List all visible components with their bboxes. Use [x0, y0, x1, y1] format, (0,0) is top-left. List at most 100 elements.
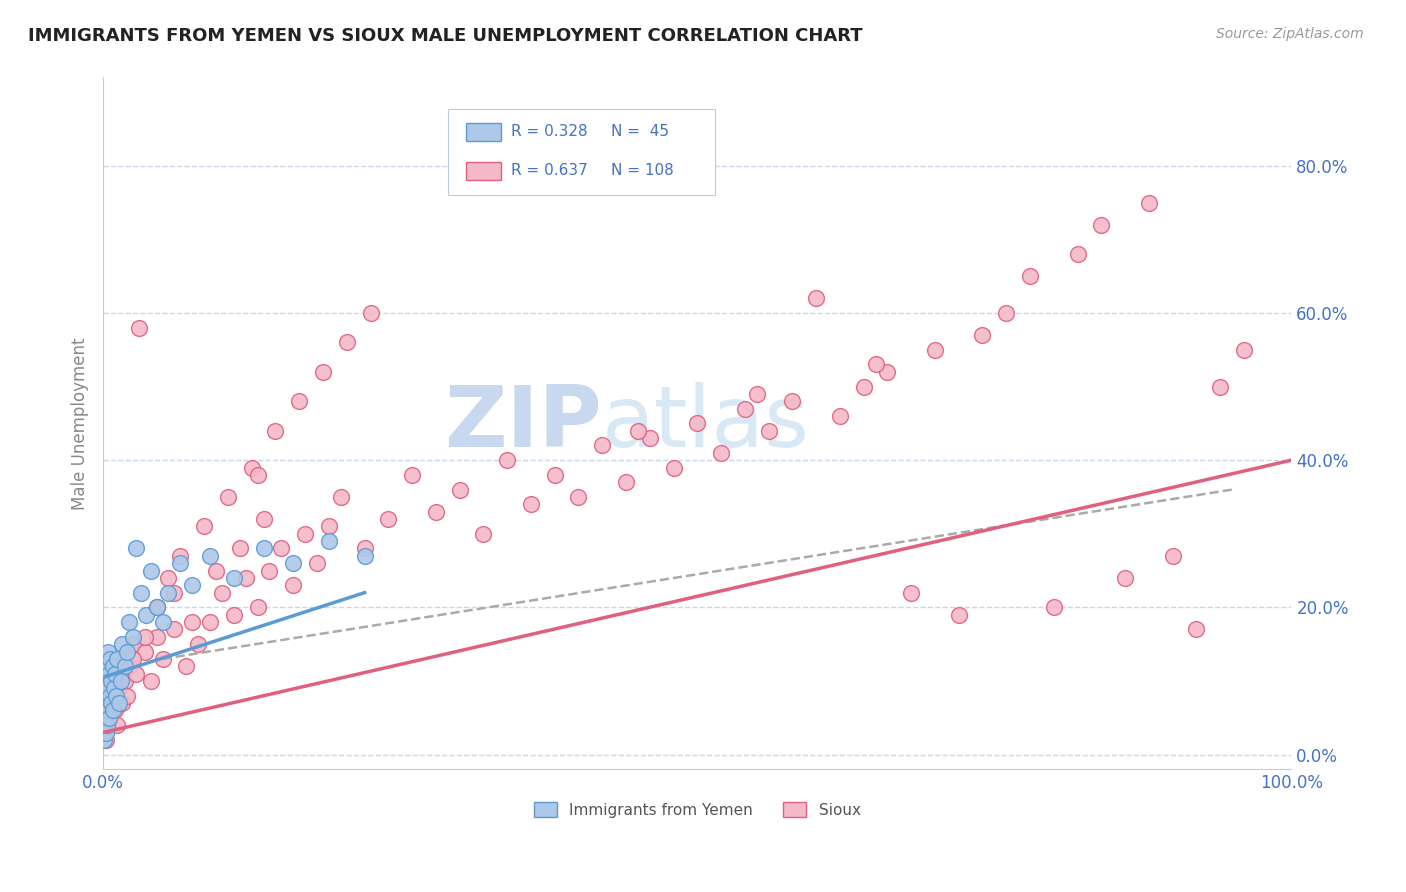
Point: [152, 615, 174, 629]
Point: [169, 556, 191, 570]
Point: [240, 460, 263, 475]
Point: [745, 387, 768, 401]
Point: [103, 673, 125, 688]
Point: [97, 703, 120, 717]
Point: [782, 394, 804, 409]
Point: [145, 600, 167, 615]
Point: [353, 549, 375, 563]
Point: [288, 394, 311, 409]
Point: [627, 424, 650, 438]
Point: [114, 673, 136, 688]
Point: [686, 417, 709, 431]
Point: [98, 703, 121, 717]
Point: [134, 644, 156, 658]
Point: [107, 696, 129, 710]
Legend: Immigrants from Yemen, Sioux: Immigrants from Yemen, Sioux: [527, 796, 866, 824]
Point: [157, 571, 180, 585]
Point: [145, 600, 167, 615]
Point: [1209, 379, 1232, 393]
Point: [97, 644, 120, 658]
Point: [758, 424, 780, 438]
FancyBboxPatch shape: [465, 161, 501, 180]
Point: [163, 585, 186, 599]
Point: [97, 681, 120, 696]
Point: [98, 711, 121, 725]
Point: [181, 578, 204, 592]
Point: [638, 431, 661, 445]
Point: [98, 666, 121, 681]
Point: [591, 438, 613, 452]
Text: atlas: atlas: [602, 382, 810, 465]
Point: [145, 600, 167, 615]
Point: [235, 571, 257, 585]
Point: [101, 659, 124, 673]
Point: [114, 659, 136, 673]
Point: [121, 652, 143, 666]
Point: [93, 732, 115, 747]
Point: [401, 467, 423, 482]
Point: [924, 343, 946, 357]
Point: [139, 673, 162, 688]
Point: [157, 585, 180, 599]
Point: [94, 696, 117, 710]
Point: [312, 365, 335, 379]
Point: [121, 630, 143, 644]
Point: [93, 711, 115, 725]
Point: [270, 541, 292, 556]
Point: [94, 711, 117, 725]
Point: [472, 526, 495, 541]
Point: [1066, 247, 1088, 261]
Text: R = 0.637: R = 0.637: [510, 162, 588, 178]
Point: [187, 637, 209, 651]
Point: [318, 534, 340, 549]
Point: [198, 615, 221, 629]
Point: [734, 401, 756, 416]
Point: [93, 703, 115, 717]
Point: [217, 490, 239, 504]
Point: [496, 453, 519, 467]
Point: [98, 652, 121, 666]
Point: [614, 475, 637, 490]
Point: [93, 725, 115, 739]
Point: [111, 637, 134, 651]
Point: [222, 571, 245, 585]
Point: [128, 320, 150, 334]
Point: [100, 689, 122, 703]
Point: [294, 526, 316, 541]
Point: [211, 585, 233, 599]
FancyBboxPatch shape: [465, 123, 501, 141]
Text: Source: ZipAtlas.com: Source: ZipAtlas.com: [1216, 27, 1364, 41]
Point: [948, 607, 970, 622]
Point: [229, 541, 252, 556]
Point: [96, 689, 118, 703]
Point: [900, 585, 922, 599]
Point: [98, 659, 121, 673]
Point: [163, 623, 186, 637]
Point: [96, 659, 118, 673]
Point: [876, 365, 898, 379]
Point: [97, 718, 120, 732]
Point: [98, 689, 121, 703]
Point: [995, 306, 1018, 320]
Point: [283, 578, 305, 592]
Text: N = 108: N = 108: [610, 162, 673, 178]
Point: [246, 600, 269, 615]
Point: [111, 696, 134, 710]
Point: [1185, 623, 1208, 637]
Point: [804, 291, 827, 305]
Point: [104, 666, 127, 681]
Point: [100, 652, 122, 666]
Point: [115, 689, 138, 703]
Point: [94, 732, 117, 747]
Point: [105, 652, 128, 666]
Point: [96, 718, 118, 732]
Point: [101, 703, 124, 717]
Point: [94, 725, 117, 739]
Point: [105, 718, 128, 732]
Point: [118, 659, 141, 673]
Point: [198, 549, 221, 563]
Point: [96, 673, 118, 688]
Point: [972, 328, 994, 343]
Point: [377, 512, 399, 526]
Point: [259, 564, 281, 578]
